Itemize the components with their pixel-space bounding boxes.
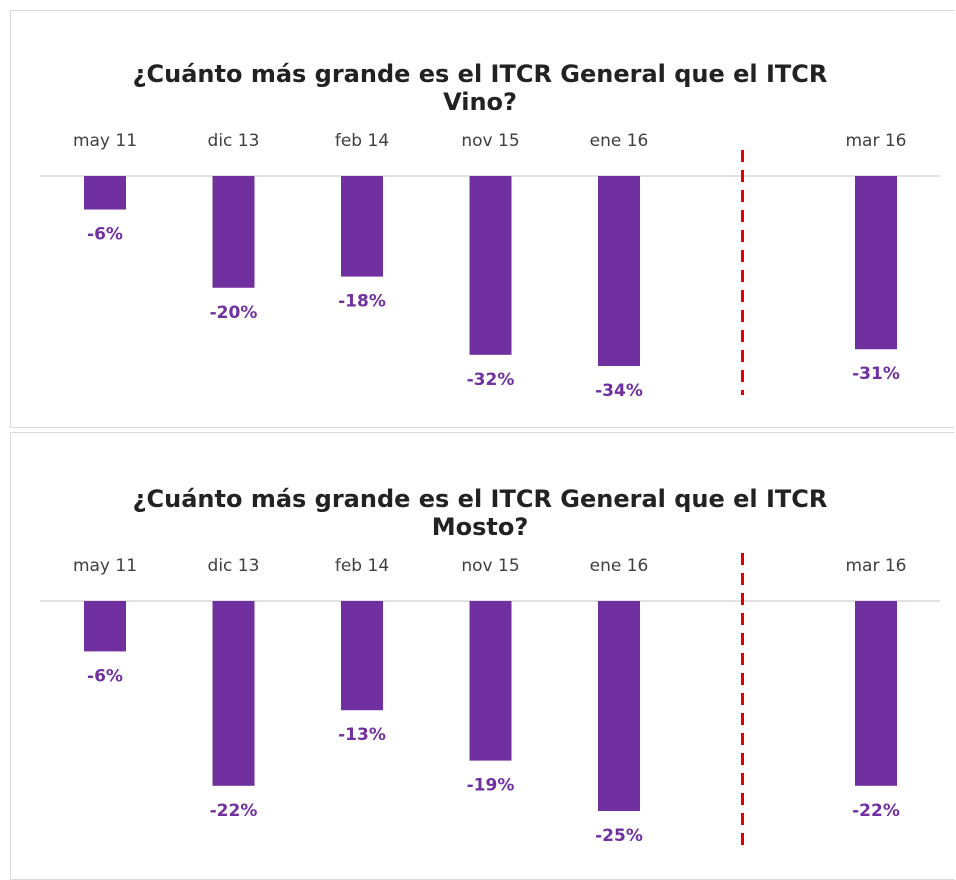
bar: [341, 601, 383, 711]
bar: [84, 601, 126, 652]
x-tick-label: dic 13: [208, 131, 260, 151]
bar: [855, 176, 897, 350]
bar: [341, 176, 383, 277]
x-tick-label: feb 14: [335, 556, 389, 576]
x-tick-label: nov 15: [461, 131, 519, 151]
bar: [598, 601, 640, 811]
data-label: -19%: [467, 776, 515, 796]
x-tick-label: ene 16: [590, 556, 649, 576]
x-tick-label: may 11: [73, 556, 137, 576]
x-tick-label: dic 13: [208, 556, 260, 576]
x-tick-label: feb 14: [335, 131, 389, 151]
data-label: -25%: [595, 826, 643, 846]
data-label: -13%: [338, 725, 386, 745]
bar: [855, 601, 897, 786]
data-label: -20%: [210, 303, 258, 323]
x-tick-label: ene 16: [590, 131, 649, 151]
x-tick-label: may 11: [73, 131, 137, 151]
bar: [469, 601, 512, 761]
chart-title: ¿Cuánto más grande es el ITCR General qu…: [132, 485, 828, 541]
data-label: -31%: [852, 364, 900, 384]
bar: [598, 176, 640, 366]
x-tick-label: mar 16: [845, 556, 906, 576]
bar: [469, 176, 512, 355]
bar: [84, 176, 126, 210]
data-label: -18%: [338, 292, 386, 312]
data-label: -6%: [87, 666, 123, 686]
data-label: -34%: [595, 381, 643, 401]
x-tick-label: nov 15: [461, 556, 519, 576]
chart-title: ¿Cuánto más grande es el ITCR General qu…: [132, 60, 828, 116]
data-label: -6%: [87, 225, 123, 245]
bar: [212, 176, 255, 288]
data-label: -22%: [210, 801, 258, 821]
data-label: -22%: [852, 801, 900, 821]
data-label: -32%: [467, 370, 515, 390]
x-tick-label: mar 16: [845, 131, 906, 151]
bar: [212, 601, 255, 786]
